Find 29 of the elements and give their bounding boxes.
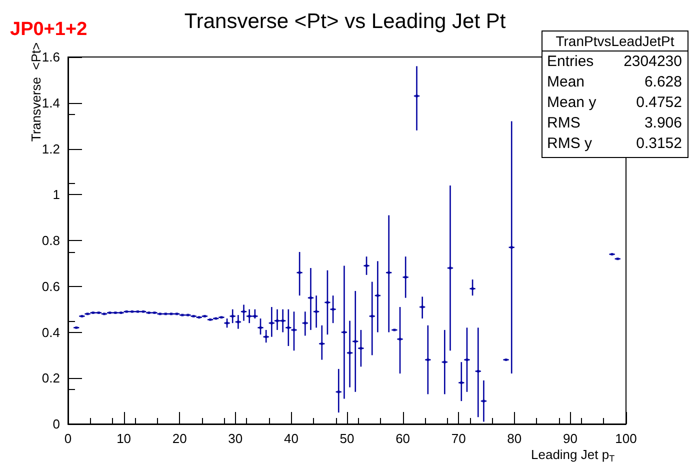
x-tick-label: 100 — [615, 431, 637, 446]
x-tick-label: 90 — [562, 431, 578, 446]
y-tick-label: 0.2 — [42, 370, 60, 386]
x-tick-label: 60 — [396, 431, 410, 446]
y-tick-label: 0.4 — [42, 324, 60, 340]
text: TranPtvsLeadJetPt — [556, 33, 674, 49]
y-tick-label: 0 — [52, 416, 60, 432]
x-tick-label: 50 — [340, 431, 354, 446]
text: RMS 3.906 — [547, 114, 682, 132]
chart-title: Transverse <Pt> vs Leading Jet Pt — [184, 10, 506, 33]
x-tick-label: 10 — [116, 431, 132, 446]
y-tick-label: 0.8 — [42, 233, 60, 248]
x-tick-label: 70 — [451, 431, 466, 446]
y-tick-label: 1.2 — [42, 141, 60, 156]
text: RMS y 0.3152 — [547, 135, 682, 152]
y-tick-label: 0.6 — [42, 278, 60, 294]
y-tick-label: 1.4 — [42, 95, 60, 110]
x-tick-label: 20 — [172, 431, 187, 446]
text: Entries 2304230 — [547, 53, 682, 70]
text: Mean y 0.4752 — [547, 94, 682, 111]
y-axis-title: Transverse <Pt> — [28, 42, 44, 142]
x-tick-label: 40 — [284, 431, 298, 446]
y-tick-label: 1.6 — [42, 50, 60, 64]
y-tick-label: 1 — [52, 187, 60, 202]
x-tick-label: 80 — [507, 431, 522, 446]
x-tick-label: 30 — [228, 431, 243, 446]
text: JP0+1+2 — [10, 19, 88, 40]
x-tick-label: 0 — [64, 431, 72, 446]
text: Mean 6.628 — [547, 74, 682, 90]
